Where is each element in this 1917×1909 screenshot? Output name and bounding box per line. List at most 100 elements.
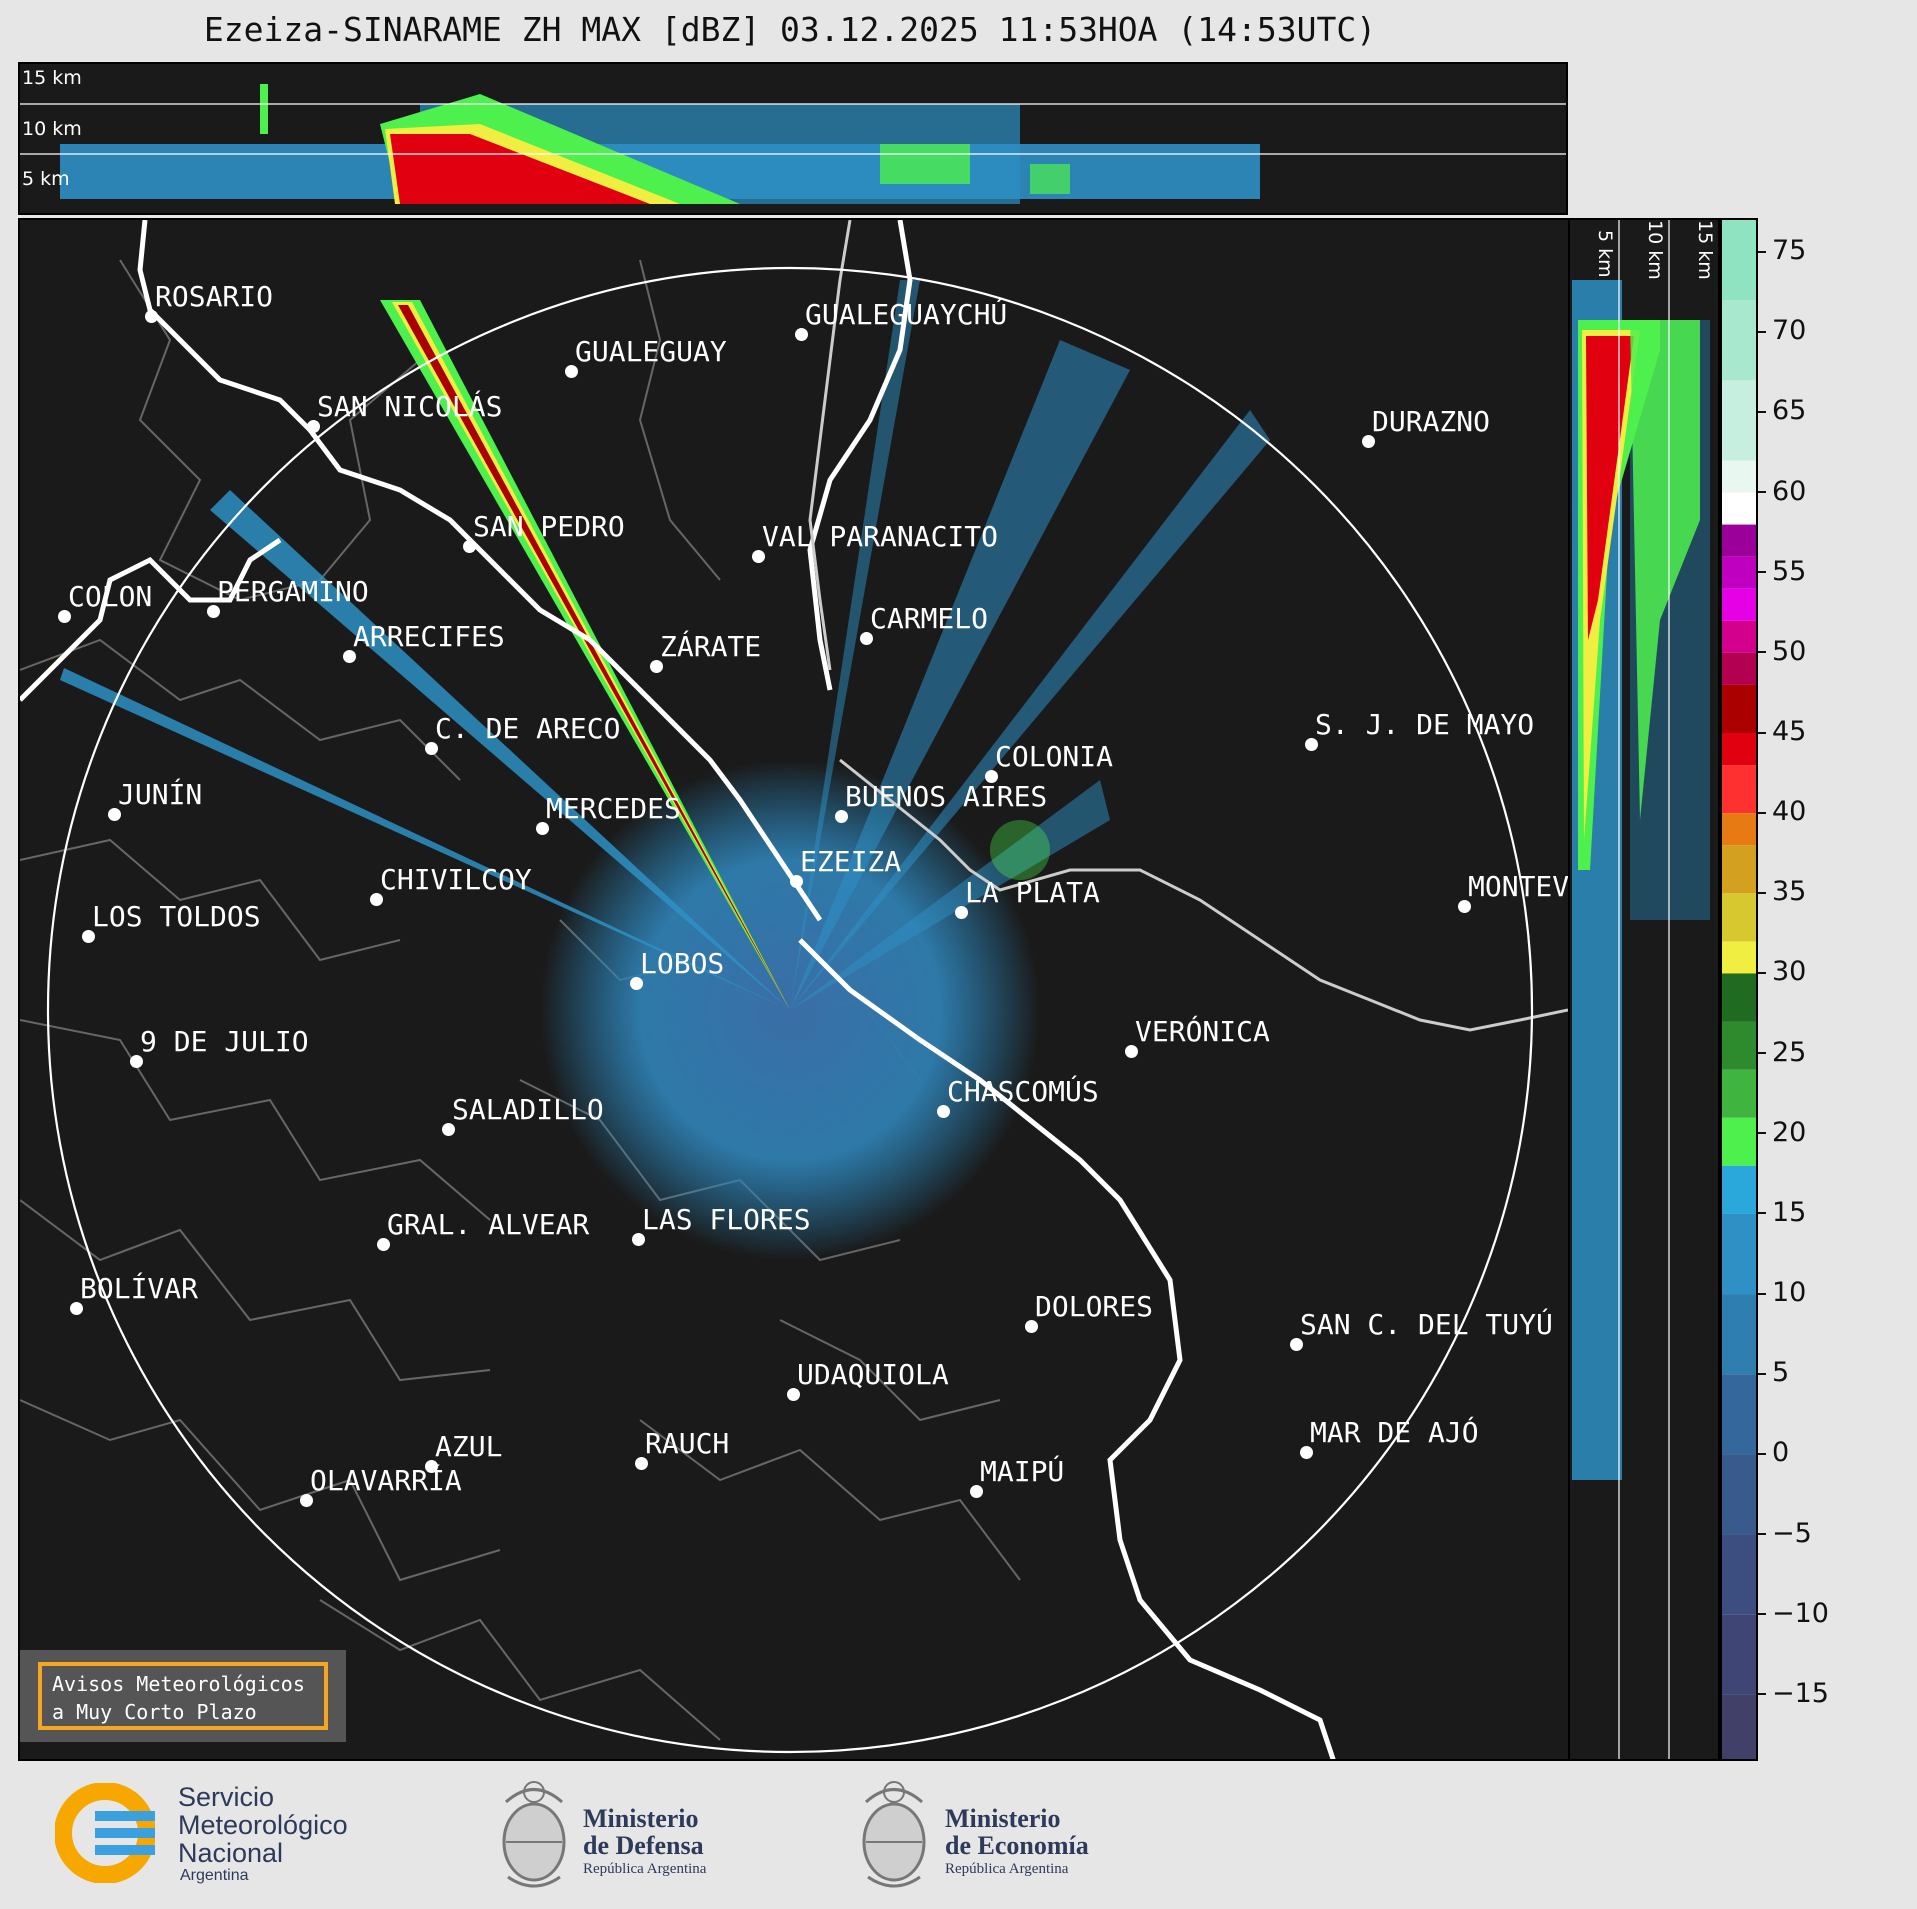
city-label: SAN NICOLÁS [307, 390, 502, 433]
city-label: ZÁRATE [650, 630, 761, 673]
colorbar-segment [1722, 765, 1756, 814]
defensa-line3: República Argentina [583, 1861, 707, 1877]
colorbar-tick-label: −15 [1758, 1678, 1829, 1709]
economia-line3: República Argentina [945, 1861, 1069, 1877]
uruguay-coast [808, 220, 1568, 1032]
city-label: GRAL. ALVEAR [377, 1208, 589, 1251]
coat-of-arms-icon [502, 1781, 566, 1888]
smn-line2: Meteorológico [178, 1810, 348, 1840]
city-label: AZUL [425, 1430, 502, 1473]
colorbar-tick-label: 30 [1757, 956, 1806, 987]
top-alt-label-10: 10 km [22, 118, 82, 140]
city-label: DOLORES [1025, 1290, 1153, 1333]
colorbar-segment [1722, 733, 1756, 766]
city-label: BOLÍVAR [70, 1272, 198, 1315]
city-label: OLAVARRÍA [300, 1464, 462, 1507]
colorbar-tick-label: 75 [1757, 235, 1806, 266]
city-label: CHIVILCOY [370, 863, 532, 906]
city-label: C. DE ARECO [425, 712, 620, 755]
colorbar-tick-label: 70 [1757, 315, 1806, 346]
smn-logo [54, 1782, 165, 1884]
smn-logo-icon [54, 1782, 165, 1884]
city-label: JUNÍN [108, 778, 202, 821]
economia-text: Ministerio de Economía República Argenti… [945, 1806, 1089, 1878]
colorbar-segment [1722, 684, 1756, 733]
colorbar-segment [1722, 1165, 1756, 1214]
department-borders [20, 259, 1021, 1741]
city-label: BUENOS AIRES [835, 780, 1047, 823]
colorbar-segment [1722, 460, 1756, 493]
radar-echoes [60, 280, 1270, 1260]
colorbar-segment [1722, 1117, 1756, 1166]
colorbar-segment [1722, 300, 1756, 381]
side-cross-section-panel: 5 km 10 km 15 km [1570, 218, 1720, 1761]
coat-of-arms-icon [862, 1781, 926, 1888]
city-label: MERCEDES [536, 792, 681, 835]
colorbar-tick-label: 15 [1757, 1197, 1806, 1228]
city-label: MAIPÚ [970, 1455, 1064, 1498]
colorbar-segment [1722, 1614, 1756, 1695]
warning-box[interactable]: Avisos Meteorológicos a Muy Corto Plazo [20, 1650, 346, 1742]
chart-title: Ezeiza-SINARAME ZH MAX [dBZ] 03.12.2025 … [203, 10, 1377, 49]
warning-box-frame: Avisos Meteorológicos a Muy Corto Plazo [38, 1662, 328, 1730]
colorbar-segment [1722, 588, 1756, 621]
colorbar-tick-label: 10 [1757, 1277, 1806, 1308]
colorbar-segment [1722, 620, 1756, 653]
colorbar-tick-label: 45 [1757, 716, 1806, 747]
range-ring [46, 266, 1534, 1754]
defensa-seal [496, 1777, 572, 1895]
economia-seal [856, 1777, 932, 1895]
dbz-colorbar [1720, 218, 1758, 1761]
side-cross-section-echoes [1572, 220, 1710, 1759]
city-label: 9 DE JULIO [130, 1025, 309, 1068]
side-alt-label-5: 5 km [1594, 230, 1616, 278]
economia-line1: Ministerio [945, 1804, 1061, 1833]
colorbar-tick-label: 65 [1757, 395, 1806, 426]
city-label: UDAQUIOLA [787, 1358, 949, 1401]
colorbar-segment [1722, 524, 1756, 557]
colorbar-segment [1722, 1021, 1756, 1070]
radar-map-panel: ROSARIO GUALEGUAYCHÚ GUALEGUAY SAN NICOL… [18, 218, 1570, 1761]
footer: Servicio Meteorológico Nacional Argentin… [0, 1761, 1917, 1909]
city-label: S. J. DE MAYO [1305, 708, 1534, 751]
city-label: DURAZNO [1362, 405, 1490, 448]
colorbar-tick-label: 35 [1757, 876, 1806, 907]
city-label: GUALEGUAY [565, 335, 727, 378]
smn-logo-text: Servicio Meteorológico Nacional Argentin… [178, 1783, 348, 1885]
smn-line1: Servicio [178, 1782, 275, 1812]
colorbar-segment [1722, 652, 1756, 685]
city-label: COLONIA [985, 740, 1113, 783]
colorbar-segment [1722, 941, 1756, 974]
side-alt-label-15: 15 km [1694, 220, 1716, 280]
colorbar-gradient [1722, 220, 1756, 1759]
city-label: LOS TOLDOS [82, 900, 261, 943]
colorbar-segment [1722, 556, 1756, 589]
colorbar-segment [1722, 220, 1756, 301]
colorbar-segment [1722, 380, 1756, 461]
defensa-line2: de Defensa [583, 1831, 704, 1860]
economia-line2: de Economía [945, 1831, 1089, 1860]
city-label: LA PLATA [955, 876, 1100, 919]
colorbar-segment [1722, 1534, 1756, 1615]
colorbar-segment [1722, 1069, 1756, 1118]
colorbar-tick-label: 40 [1757, 796, 1806, 827]
city-label: ROSARIO [145, 280, 273, 323]
colorbar-tick-label: 55 [1757, 556, 1806, 587]
city-label: SAN PEDRO [463, 510, 625, 553]
colorbar-segment [1722, 1694, 1756, 1759]
colorbar-tick-label: 60 [1757, 476, 1806, 507]
colorbar-segment [1722, 1454, 1756, 1535]
city-label: CARMELO [860, 602, 988, 645]
warning-box-line1: Avisos Meteorológicos [52, 1672, 305, 1696]
city-label: PERGAMINO [207, 575, 369, 618]
city-label: COLON [58, 580, 152, 623]
top-alt-label-15: 15 km [22, 67, 82, 89]
city-label: VAL PARANACITO [752, 520, 998, 563]
colorbar-segment [1722, 845, 1756, 894]
colorbar-segment [1722, 1213, 1756, 1295]
city-label: VERÓNICA [1125, 1015, 1270, 1058]
city-label: GUALEGUAYCHÚ [795, 298, 1007, 341]
smn-line4: Argentina [180, 1867, 249, 1884]
defensa-text: Ministerio de Defensa República Argentin… [583, 1806, 706, 1878]
smn-line3: Nacional [178, 1838, 284, 1868]
